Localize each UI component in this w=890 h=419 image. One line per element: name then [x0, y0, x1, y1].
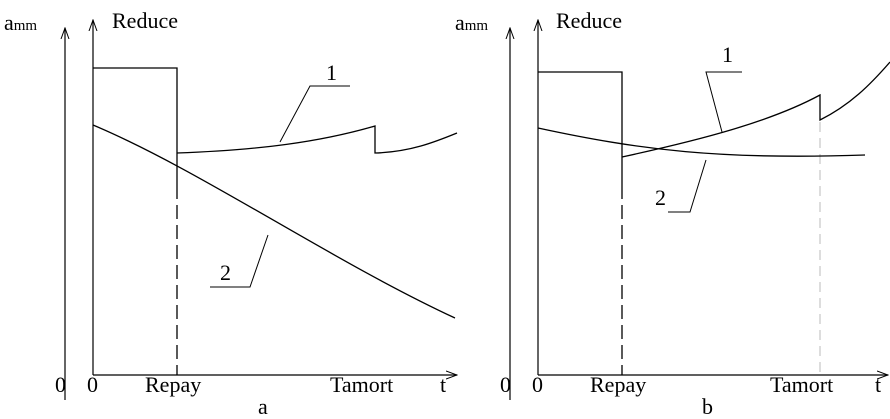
step	[93, 67, 178, 185]
curve-1	[176, 125, 458, 154]
origin-label: 0	[532, 372, 543, 397]
leader-1	[279, 85, 350, 143]
panel-b: amm Reduce 1 2 0 0 Repay Tamort t b	[455, 8, 890, 419]
curve-label: 2	[655, 185, 666, 210]
repay-label: Repay	[590, 372, 646, 397]
repay-label: Repay	[145, 372, 201, 397]
axis-label: amm	[455, 10, 488, 35]
t-label: t	[875, 372, 881, 397]
curve-1	[621, 61, 890, 158]
origin-label: 0	[87, 372, 98, 397]
axis-label-sub: mm	[14, 18, 38, 34]
axis-label: amm	[4, 10, 37, 35]
step	[538, 71, 623, 185]
y-label: Reduce	[556, 8, 622, 33]
leader-1	[705, 71, 742, 133]
curve-label: 2	[220, 260, 231, 285]
curve-label: 1	[722, 42, 733, 67]
leader-2	[668, 159, 707, 213]
axis-label-sub: mm	[465, 18, 489, 34]
origin-label: 0	[55, 372, 66, 397]
axis-label-main: a	[455, 10, 465, 35]
curve-2	[92, 124, 456, 319]
panel-a: amm Reduce 1 2 0 0 Repay Tamort t a	[4, 8, 457, 419]
caption: b	[702, 394, 713, 419]
tamort-label: Tamort	[330, 372, 393, 397]
axis-label-main: a	[4, 10, 14, 35]
origin-label: 0	[500, 372, 511, 397]
tamort-label: Tamort	[770, 372, 833, 397]
t-label: t	[440, 372, 446, 397]
leader-2	[210, 234, 269, 288]
y-label: Reduce	[112, 8, 178, 33]
curve-label: 1	[326, 60, 337, 85]
caption: a	[258, 394, 268, 419]
curve-2	[537, 127, 866, 157]
